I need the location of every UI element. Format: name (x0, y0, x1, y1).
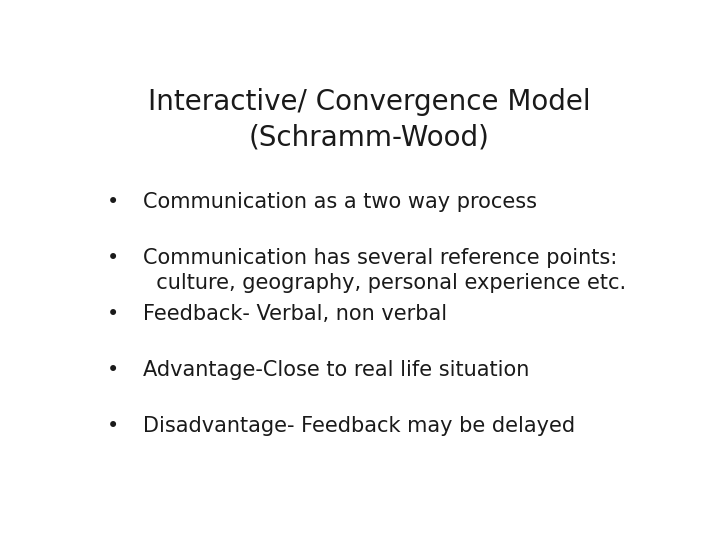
Text: •: • (107, 304, 119, 324)
Text: •: • (107, 192, 119, 212)
Text: •: • (107, 360, 119, 380)
Text: Feedback- Verbal, non verbal: Feedback- Verbal, non verbal (143, 304, 447, 324)
Text: Communication as a two way process: Communication as a two way process (143, 192, 537, 212)
Text: Advantage-Close to real life situation: Advantage-Close to real life situation (143, 360, 529, 380)
Text: Interactive/ Convergence Model
(Schramm-Wood): Interactive/ Convergence Model (Schramm-… (148, 87, 590, 151)
Text: •: • (107, 416, 119, 436)
Text: Communication has several reference points:
  culture, geography, personal exper: Communication has several reference poin… (143, 248, 626, 293)
Text: •: • (107, 248, 119, 268)
Text: Disadvantage- Feedback may be delayed: Disadvantage- Feedback may be delayed (143, 416, 575, 436)
